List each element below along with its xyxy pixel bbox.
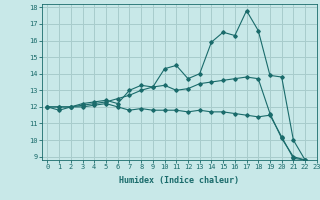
X-axis label: Humidex (Indice chaleur): Humidex (Indice chaleur) (119, 176, 239, 185)
